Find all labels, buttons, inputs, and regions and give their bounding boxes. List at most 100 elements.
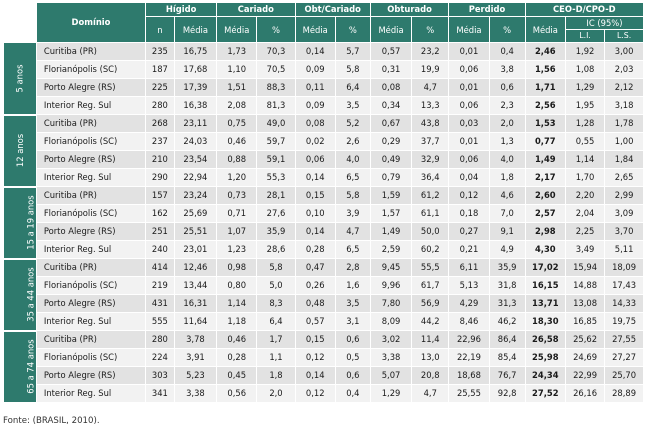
dominio-cell: Florianópolis (SC) <box>35 132 146 151</box>
value-cell: 25,62 <box>564 330 605 349</box>
table-row: 35 a 44 anos Curitiba (PR) 414 12,46 0,98 5,8… <box>3 258 643 332</box>
value-cell: 1,53 <box>524 114 566 133</box>
value-cell: 0,18 <box>448 204 490 223</box>
table-row: Interior Reg. Sul 280 16,38 2,08 81,3 0,09 3,5… <box>4 96 643 115</box>
value-cell: 24,34 <box>524 366 566 385</box>
value-cell: 1,57 <box>369 204 412 223</box>
value-cell: 1,08 <box>564 60 605 79</box>
value-cell: 4,7 <box>411 384 449 403</box>
value-cell: 0,12 <box>294 348 336 367</box>
value-cell: 4,0 <box>334 150 371 169</box>
table-row: Interior Reg. Sul 341 3,38 0,56 2,0 0,12 0,4 1,… <box>4 384 643 403</box>
table-row: 12 anos Curitiba (PR) 268 23,11 0,75 49,0 0,08… <box>3 114 643 188</box>
dominio-cell: Curitiba (PR) <box>35 186 146 205</box>
value-cell: 11,64 <box>173 312 217 331</box>
value-cell: 6,4 <box>334 78 371 97</box>
dominio-cell: Curitiba (PR) <box>35 114 146 133</box>
value-cell: 0,06 <box>448 96 490 115</box>
value-cell: 414 <box>145 258 175 277</box>
value-cell: 1,10 <box>216 60 257 79</box>
dominio-cell: Interior Reg. Sul <box>35 240 146 259</box>
value-cell: 70,5 <box>256 60 296 79</box>
value-cell: 2,57 <box>524 204 566 223</box>
value-cell: 0,4 <box>334 384 371 403</box>
value-cell: 187 <box>145 60 175 79</box>
age-group-label: 35 a 44 anos <box>3 258 37 332</box>
value-cell: 0,06 <box>448 60 490 79</box>
header-pct: % <box>334 16 371 43</box>
value-cell: 0,15 <box>294 186 336 205</box>
value-cell: 4,9 <box>488 240 526 259</box>
value-cell: 3,78 <box>173 330 217 349</box>
value-cell: 2,98 <box>524 222 566 241</box>
age-group-label: 12 anos <box>3 114 37 188</box>
age-group-text: 35 a 44 anos <box>25 267 36 322</box>
value-cell: 0,46 <box>216 132 257 151</box>
value-cell: 0,88 <box>216 150 257 169</box>
value-cell: 280 <box>145 96 175 115</box>
value-cell: 1,71 <box>524 78 566 97</box>
value-cell: 2,56 <box>524 96 566 115</box>
value-cell: 1,20 <box>216 168 257 187</box>
value-cell: 1,51 <box>216 78 257 97</box>
value-cell: 5,11 <box>604 240 643 259</box>
dominio-cell: Interior Reg. Sul <box>35 168 146 187</box>
value-cell: 17,43 <box>604 276 643 295</box>
header-obt-cariado: Obt/Cariado <box>294 3 371 17</box>
table-row: Florianópolis (SC) 237 24,03 0,46 59,7 0,02 2,… <box>4 132 643 151</box>
table-row: Florianópolis (SC) 162 25,69 0,71 27,6 0,10 3,… <box>4 204 643 223</box>
value-cell: 17,02 <box>524 258 566 277</box>
value-cell: 0,28 <box>216 348 257 367</box>
value-cell: 14,88 <box>564 276 605 295</box>
age-group-text: 15 a 19 anos <box>25 195 36 250</box>
table-row: Porto Alegre (RS) 210 23,54 0,88 59,1 0,06 4,0… <box>4 150 643 169</box>
value-cell: 0,77 <box>524 132 566 151</box>
header-media: Média <box>216 16 257 43</box>
value-cell: 3,02 <box>369 330 412 349</box>
value-cell: 1,29 <box>564 78 605 97</box>
value-cell: 1,8 <box>488 168 526 187</box>
header-media: Média <box>173 16 217 43</box>
value-cell: 9,96 <box>369 276 412 295</box>
value-cell: 35,9 <box>256 222 296 241</box>
dominio-cell: Porto Alegre (RS) <box>35 150 146 169</box>
value-cell: 25,69 <box>173 204 217 223</box>
age-group-text: 5 anos <box>14 64 25 93</box>
value-cell: 16,75 <box>173 42 217 61</box>
value-cell: 1,23 <box>216 240 257 259</box>
value-cell: 61,7 <box>411 276 449 295</box>
dominio-cell: Porto Alegre (RS) <box>35 222 146 241</box>
value-cell: 1,6 <box>334 276 371 295</box>
value-cell: 3,9 <box>334 204 371 223</box>
age-group-text: 65 a 74 anos <box>25 339 36 394</box>
header-pct: % <box>256 16 296 43</box>
value-cell: 2,04 <box>564 204 605 223</box>
value-cell: 0,14 <box>294 42 336 61</box>
value-cell: 1,28 <box>564 114 605 133</box>
value-cell: 1,18 <box>216 312 257 331</box>
value-cell: 2,6 <box>334 132 371 151</box>
value-cell: 210 <box>145 150 175 169</box>
value-cell: 46,2 <box>488 312 526 331</box>
header-cariado: Cariado <box>216 3 296 17</box>
value-cell: 0,02 <box>294 132 336 151</box>
value-cell: 8,46 <box>448 312 490 331</box>
value-cell: 0,26 <box>294 276 336 295</box>
value-cell: 1,78 <box>604 114 643 133</box>
value-cell: 2,08 <box>216 96 257 115</box>
value-cell: 16,15 <box>524 276 566 295</box>
value-cell: 0,14 <box>294 168 336 187</box>
value-cell: 1,3 <box>488 132 526 151</box>
header-obturado: Obturado <box>369 3 449 17</box>
value-cell: 290 <box>145 168 175 187</box>
value-cell: 23,11 <box>173 114 217 133</box>
age-group-label: 15 a 19 anos <box>3 186 37 260</box>
value-cell: 3,70 <box>604 222 643 241</box>
value-cell: 1,7 <box>256 330 296 349</box>
value-cell: 224 <box>145 348 175 367</box>
value-cell: 76,7 <box>488 366 526 385</box>
table-row: Porto Alegre (RS) 303 5,23 0,45 1,8 0,14 0,6 5,… <box>4 366 643 385</box>
value-cell: 17,39 <box>173 78 217 97</box>
value-cell: 88,3 <box>256 78 296 97</box>
value-cell: 6,4 <box>256 312 296 331</box>
